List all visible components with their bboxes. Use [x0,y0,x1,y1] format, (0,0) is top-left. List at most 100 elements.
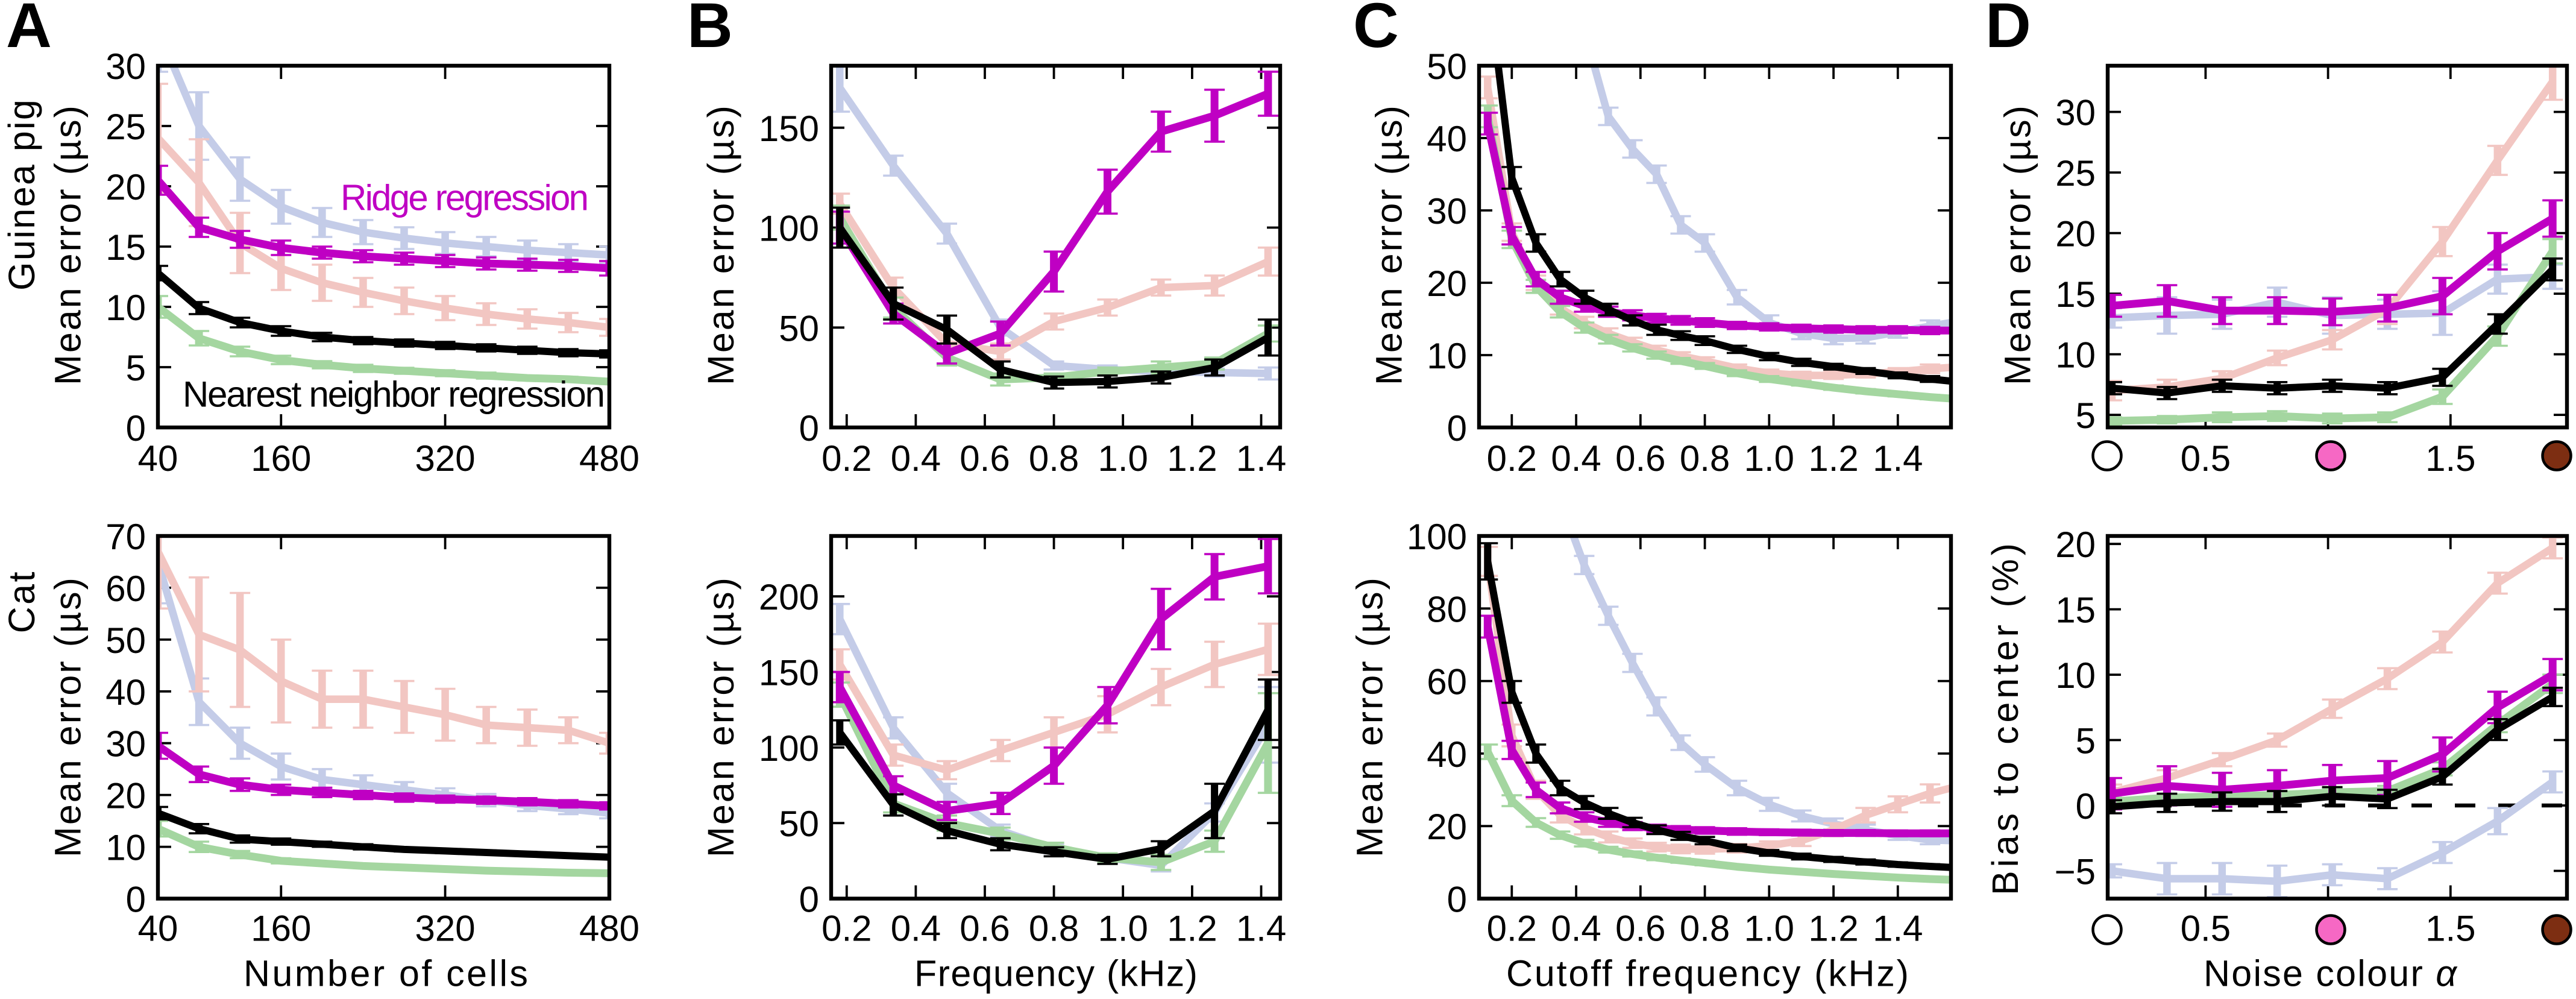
svg-text:5: 5 [126,348,146,388]
svg-text:0.2: 0.2 [821,438,872,479]
svg-text:10: 10 [1427,336,1467,376]
svg-text:Mean error (µs): Mean error (µs) [700,578,741,857]
svg-text:15: 15 [2055,274,2096,315]
svg-text:1.2: 1.2 [1167,438,1217,479]
svg-text:40: 40 [138,909,178,949]
svg-text:40: 40 [1427,734,1467,775]
svg-text:50: 50 [1427,46,1467,87]
svg-text:60: 60 [1427,662,1467,702]
svg-text:0: 0 [126,880,146,920]
svg-text:80: 80 [1427,589,1467,629]
svg-text:1.4: 1.4 [1236,909,1286,949]
svg-text:0.2: 0.2 [1487,438,1537,479]
svg-text:0.2: 0.2 [821,909,872,949]
svg-text:5: 5 [2076,396,2096,436]
svg-text:40: 40 [105,672,146,713]
svg-text:0.4: 0.4 [1551,909,1601,949]
svg-text:50: 50 [779,804,819,844]
svg-text:0.4: 0.4 [891,438,941,479]
svg-text:25: 25 [2055,153,2096,194]
svg-text:20: 20 [2055,525,2096,565]
svg-text:320: 320 [415,909,476,949]
svg-text:50: 50 [779,308,819,348]
svg-text:1.0: 1.0 [1098,438,1148,479]
svg-text:200: 200 [759,577,819,617]
svg-text:0: 0 [126,408,146,449]
svg-text:Bias to center (%): Bias to center (%) [1985,543,2026,895]
svg-text:B: B [687,0,733,61]
svg-text:10: 10 [105,828,146,868]
svg-text:15: 15 [2055,590,2096,631]
svg-text:1.5: 1.5 [2425,438,2475,479]
svg-text:150: 150 [759,109,819,149]
svg-text:320: 320 [415,438,476,479]
svg-text:50: 50 [105,620,146,661]
svg-text:25: 25 [105,107,146,147]
svg-text:10: 10 [2055,655,2096,696]
svg-text:0.8: 0.8 [1029,909,1079,949]
svg-text:10: 10 [2055,335,2096,376]
svg-text:Mean error (µs): Mean error (µs) [1349,578,1390,857]
svg-text:1.2: 1.2 [1808,909,1858,949]
svg-text:0: 0 [1447,408,1467,449]
svg-text:1.2: 1.2 [1808,438,1858,479]
svg-text:15: 15 [105,227,146,268]
svg-text:0.6: 0.6 [1615,909,1665,949]
svg-text:1.4: 1.4 [1873,438,1923,479]
svg-text:Noise colour α: Noise colour α [2204,953,2458,994]
svg-text:100: 100 [759,728,819,769]
svg-text:1.0: 1.0 [1098,909,1148,949]
svg-text:0: 0 [799,408,819,449]
svg-text:5: 5 [2076,721,2096,761]
svg-text:Mean error (µs): Mean error (µs) [1369,106,1410,385]
svg-text:0.4: 0.4 [1551,438,1601,479]
svg-text:30: 30 [1427,191,1467,232]
svg-text:0.8: 0.8 [1680,909,1730,949]
svg-text:20: 20 [1427,807,1467,847]
svg-text:0: 0 [1447,880,1467,920]
svg-text:1.0: 1.0 [1744,909,1794,949]
svg-text:20: 20 [1427,263,1467,304]
svg-text:A: A [6,0,52,61]
svg-text:1.2: 1.2 [1167,909,1217,949]
svg-text:Cutoff frequency (kHz): Cutoff frequency (kHz) [1506,953,1909,994]
svg-text:Ridge regression: Ridge regression [341,177,589,218]
svg-text:150: 150 [759,653,819,693]
svg-text:480: 480 [579,438,639,479]
svg-text:30: 30 [105,46,146,87]
svg-text:0.4: 0.4 [891,909,941,949]
svg-text:40: 40 [1427,119,1467,159]
svg-text:160: 160 [251,438,311,479]
svg-text:−5: −5 [2055,852,2096,892]
svg-text:10: 10 [105,288,146,328]
svg-text:D: D [1985,0,2031,61]
svg-text:30: 30 [2055,93,2096,133]
svg-text:20: 20 [105,776,146,816]
svg-text:Mean error (µs): Mean error (µs) [1997,106,2038,385]
svg-text:Nearest neighbor regression: Nearest neighbor regression [183,374,605,414]
svg-text:1.4: 1.4 [1236,438,1286,479]
svg-text:20: 20 [2055,214,2096,254]
svg-text:Frequency (kHz): Frequency (kHz) [914,953,1198,994]
svg-text:1.5: 1.5 [2425,909,2475,949]
svg-text:480: 480 [579,909,639,949]
svg-text:0: 0 [799,880,819,920]
svg-text:0.6: 0.6 [1615,438,1665,479]
svg-text:Mean error (µs): Mean error (µs) [700,106,741,385]
svg-text:30: 30 [105,724,146,764]
svg-text:70: 70 [105,517,146,557]
svg-text:0.8: 0.8 [1029,438,1079,479]
svg-text:160: 160 [251,909,311,949]
svg-text:20: 20 [105,167,146,207]
svg-text:Mean error (µs): Mean error (µs) [48,578,89,857]
svg-text:0.6: 0.6 [960,909,1010,949]
svg-text:0.5: 0.5 [2181,438,2231,479]
svg-text:0: 0 [2076,786,2096,827]
svg-text:1.0: 1.0 [1744,438,1794,479]
svg-text:60: 60 [105,569,146,609]
svg-text:0.5: 0.5 [2181,909,2231,949]
svg-text:100: 100 [759,209,819,249]
svg-text:Mean error (µs): Mean error (µs) [48,106,89,385]
svg-text:Guinea pig: Guinea pig [1,99,42,291]
svg-text:0.6: 0.6 [960,438,1010,479]
